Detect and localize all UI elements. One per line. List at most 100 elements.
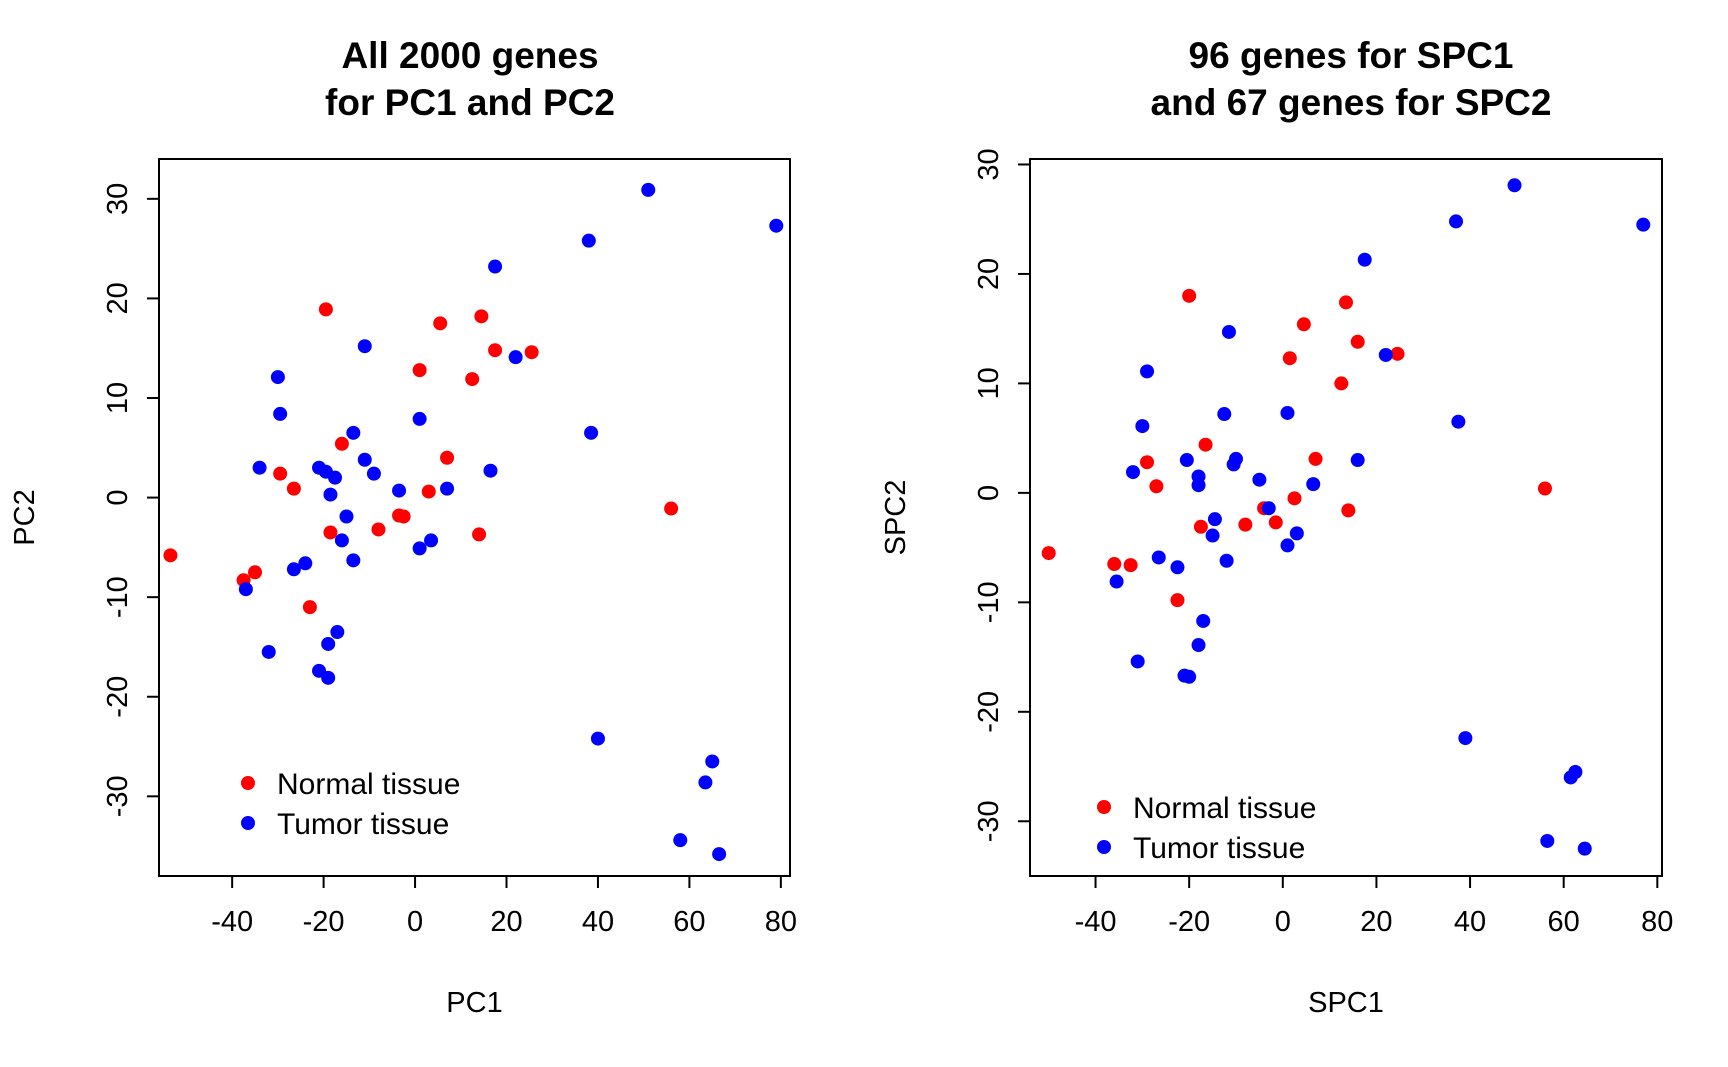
data-point xyxy=(1540,833,1555,848)
data-point xyxy=(1151,550,1166,565)
legend: Normal tissue Tumor tissue xyxy=(1097,792,1316,865)
data-point xyxy=(1451,414,1466,429)
data-point xyxy=(1193,519,1208,534)
data-point xyxy=(1296,317,1311,332)
x-tick-label: 60 xyxy=(673,906,705,938)
data-point xyxy=(488,259,503,274)
y-tick-label: 20 xyxy=(102,282,134,314)
series-tumor-tissue xyxy=(1109,178,1651,856)
data-point xyxy=(1238,517,1253,532)
data-point xyxy=(286,481,301,496)
y-tick-label: -20 xyxy=(102,676,134,718)
data-point xyxy=(488,343,503,358)
data-point xyxy=(346,553,361,568)
data-point xyxy=(1280,405,1295,420)
data-point xyxy=(472,527,487,542)
plot-frame xyxy=(158,158,791,877)
series-tumor-tissue xyxy=(238,182,784,862)
legend-marker xyxy=(1097,800,1111,814)
y-tick-label: -30 xyxy=(973,800,1005,842)
data-point xyxy=(252,460,267,475)
data-point xyxy=(396,509,411,524)
data-point xyxy=(1261,501,1276,516)
y-tick-label: 20 xyxy=(973,258,1005,290)
legend-label: Tumor tissue xyxy=(277,808,449,841)
data-point xyxy=(584,425,599,440)
data-point xyxy=(1217,407,1232,422)
y-tick-label: -10 xyxy=(102,576,134,618)
data-point xyxy=(769,218,784,233)
data-point xyxy=(433,316,448,331)
y-axis-label: SPC2 xyxy=(880,480,912,556)
data-point xyxy=(248,565,263,580)
data-point xyxy=(1378,347,1393,362)
y-tick-label: 0 xyxy=(973,485,1005,501)
data-point xyxy=(1205,528,1220,543)
data-point xyxy=(357,452,372,467)
data-point xyxy=(705,754,720,769)
data-point xyxy=(1228,451,1243,466)
x-axis-label: PC1 xyxy=(446,987,502,1019)
y-axis-label: PC2 xyxy=(9,489,41,545)
y-tick-label: 30 xyxy=(102,183,134,215)
data-point xyxy=(1135,419,1150,434)
data-point xyxy=(357,339,372,354)
chart-title: All 2000 genes for PC1 and PC2 xyxy=(325,35,615,123)
data-point xyxy=(1252,472,1267,487)
x-tick-label: -20 xyxy=(303,906,345,938)
chart-panel-1: All 2000 genes for PC1 and PC2 -40 -20 0 20 40… xyxy=(9,35,797,1019)
data-point xyxy=(321,670,336,685)
data-point xyxy=(163,548,178,563)
data-point xyxy=(1198,437,1213,452)
data-point xyxy=(1219,553,1234,568)
data-point xyxy=(238,582,253,597)
data-point xyxy=(1149,479,1164,494)
data-point xyxy=(1334,376,1349,391)
y-tick-label: 10 xyxy=(102,382,134,414)
data-point xyxy=(1182,288,1197,303)
legend-label: Normal tissue xyxy=(1133,792,1316,825)
x-tick-label: 80 xyxy=(765,906,797,938)
data-point xyxy=(412,541,427,556)
x-tick-label: -40 xyxy=(211,906,253,938)
x-tick-label: 80 xyxy=(1641,906,1673,938)
data-point xyxy=(1268,515,1283,530)
data-point xyxy=(1577,841,1592,856)
data-point xyxy=(1339,295,1353,310)
data-point xyxy=(1280,538,1295,553)
data-point xyxy=(412,411,427,426)
data-point xyxy=(465,372,480,387)
data-point xyxy=(1221,324,1236,339)
data-point xyxy=(1140,364,1155,379)
data-point xyxy=(440,450,455,465)
chart-title-line: for PC1 and PC2 xyxy=(325,82,615,123)
data-point xyxy=(302,600,317,615)
legend-label: Tumor tissue xyxy=(1133,832,1305,865)
data-point xyxy=(1179,453,1194,468)
legend: Normal tissue Tumor tissue xyxy=(241,768,460,841)
data-point xyxy=(392,483,407,498)
data-point xyxy=(1207,512,1222,527)
legend-marker xyxy=(241,816,255,830)
data-point xyxy=(366,466,381,481)
data-point xyxy=(1289,526,1304,541)
data-point xyxy=(1125,465,1140,480)
chart-title-line: 96 genes for SPC1 xyxy=(1189,35,1514,76)
data-point xyxy=(323,487,338,502)
data-point xyxy=(673,833,688,848)
data-point xyxy=(328,470,343,485)
data-point xyxy=(1123,558,1138,573)
data-point xyxy=(1308,451,1323,466)
x-tick-label: -40 xyxy=(1075,906,1117,938)
data-point xyxy=(1507,178,1522,193)
x-tick-label: -20 xyxy=(1168,906,1210,938)
data-point xyxy=(698,775,713,790)
y-tick-label: -10 xyxy=(973,581,1005,623)
chart-panel-2: 96 genes for SPC1 and 67 genes for SPC2 -4… xyxy=(880,35,1673,1019)
series-normal-tissue xyxy=(1041,288,1552,608)
data-point xyxy=(1140,455,1155,470)
data-point xyxy=(1341,503,1356,518)
data-point xyxy=(339,509,354,524)
x-tick-label: 20 xyxy=(1360,906,1392,938)
data-point xyxy=(323,525,338,540)
